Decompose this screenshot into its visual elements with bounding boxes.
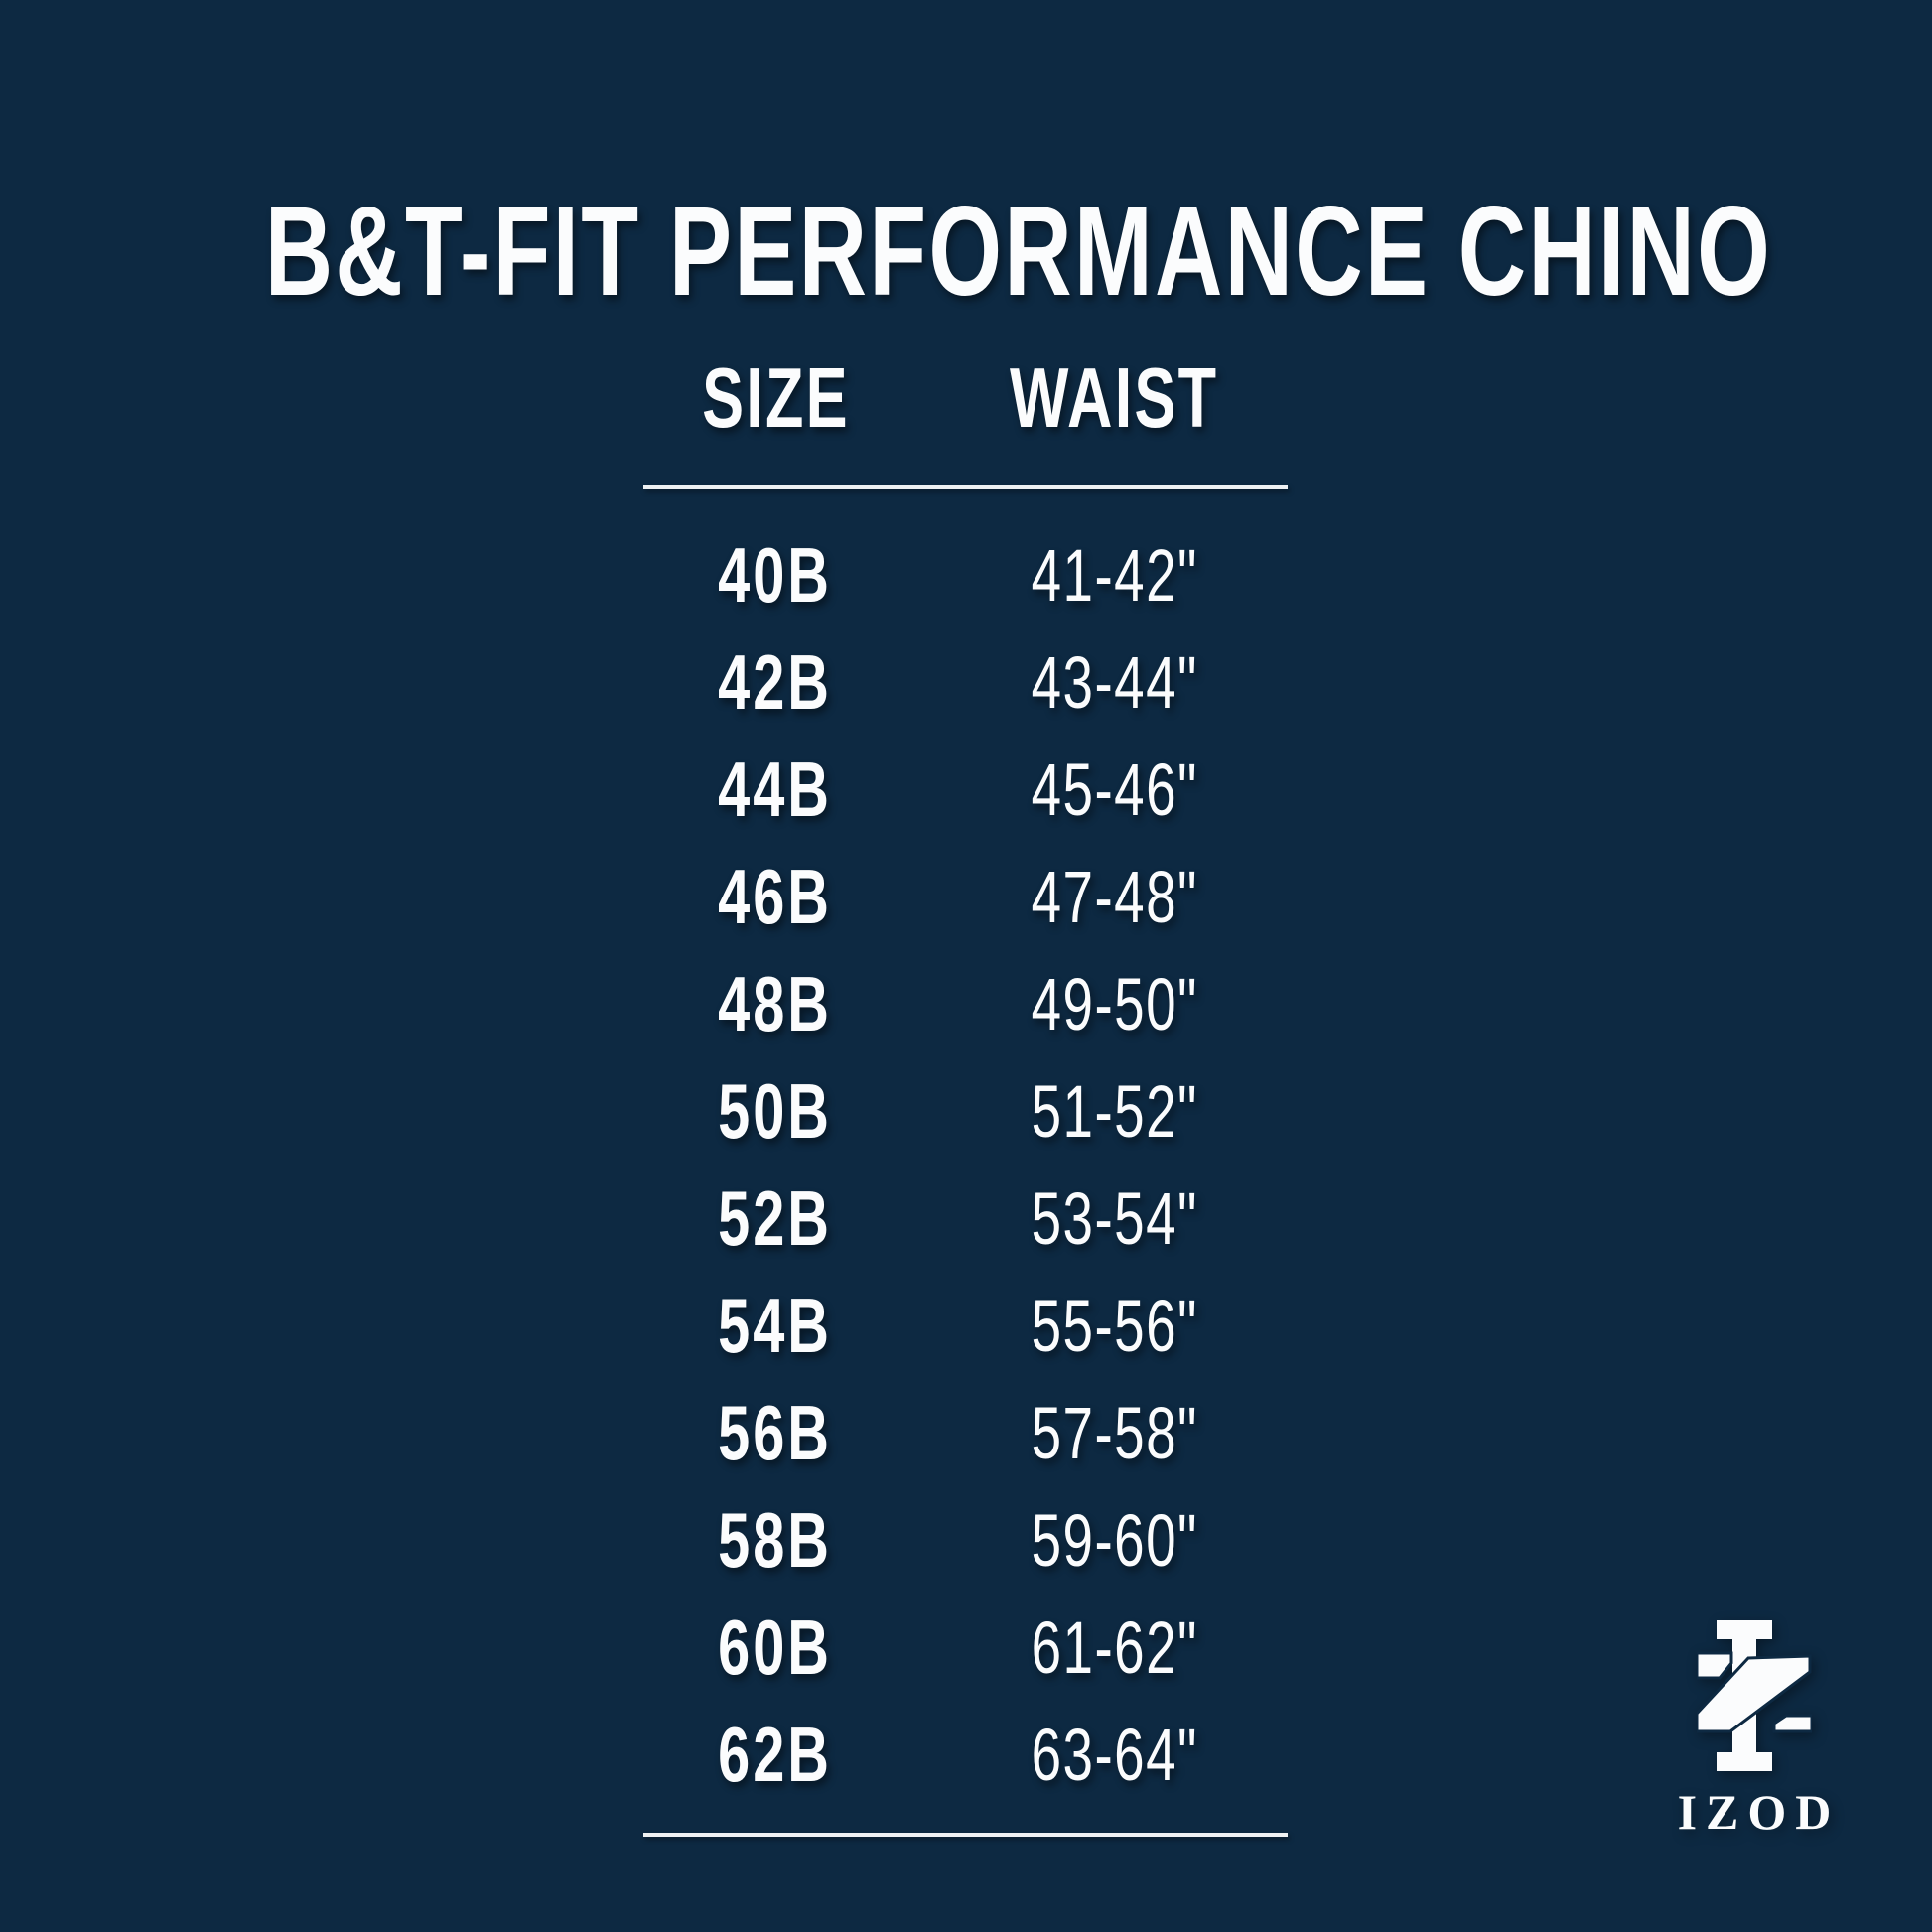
table-row: 48B 49-50" <box>643 950 1288 1057</box>
waist-cell: 49-50" <box>1031 962 1198 1045</box>
page-title: B&T-FIT PERFORMANCE CHINO <box>264 180 1773 323</box>
size-cell: 52B <box>718 1173 833 1262</box>
table-row: 52B 53-54" <box>643 1165 1288 1272</box>
footer-divider-line <box>643 1833 1288 1837</box>
izod-logo: IZOD <box>1678 1620 1831 1841</box>
table-row: 42B 43-44" <box>643 628 1288 736</box>
waist-cell: 61-62" <box>1031 1605 1198 1689</box>
table-row: 56B 57-58" <box>643 1379 1288 1486</box>
waist-cell: 55-56" <box>1031 1284 1198 1367</box>
waist-cell: 51-52" <box>1031 1069 1198 1153</box>
table-row: 54B 55-56" <box>643 1272 1288 1379</box>
waist-cell: 47-48" <box>1031 855 1198 938</box>
size-cell: 58B <box>718 1495 833 1584</box>
izod-monogram-icon <box>1697 1620 1812 1771</box>
izod-wordmark: IZOD <box>1677 1784 1841 1840</box>
waist-cell: 41-42" <box>1031 533 1198 617</box>
table-row: 44B 45-46" <box>643 736 1288 843</box>
waist-cell: 43-44" <box>1031 640 1198 724</box>
size-cell: 56B <box>718 1388 833 1476</box>
size-cell: 50B <box>718 1066 833 1155</box>
size-cell: 62B <box>718 1710 833 1798</box>
waist-cell: 45-46" <box>1031 748 1198 831</box>
size-cell: 60B <box>718 1602 833 1691</box>
waist-cell: 59-60" <box>1031 1498 1198 1582</box>
table-row: 60B 61-62" <box>643 1593 1288 1701</box>
table-row: 62B 63-64" <box>643 1701 1288 1808</box>
size-cell: 40B <box>718 530 833 619</box>
size-cell: 54B <box>718 1281 833 1369</box>
size-table-body: 40B 41-42" 42B 43-44" 44B 45-46" 46B 47-48" 48B 4… <box>643 521 1288 1808</box>
table-row: 40B 41-42" <box>643 521 1288 628</box>
table-row: 58B 59-60" <box>643 1486 1288 1593</box>
table-row: 46B 47-48" <box>643 843 1288 950</box>
waist-cell: 63-64" <box>1031 1713 1198 1796</box>
size-cell: 44B <box>718 745 833 833</box>
waist-cell: 53-54" <box>1031 1176 1198 1260</box>
size-cell: 42B <box>718 637 833 726</box>
size-cell: 46B <box>718 852 833 940</box>
waist-cell: 57-58" <box>1031 1391 1198 1474</box>
table-row: 50B 51-52" <box>643 1057 1288 1165</box>
header-divider-line <box>643 485 1288 489</box>
size-column-header: SIZE <box>701 351 850 446</box>
size-cell: 48B <box>718 959 833 1047</box>
waist-column-header: WAIST <box>1010 351 1219 446</box>
size-table-header: SIZE WAIST <box>643 349 1288 449</box>
